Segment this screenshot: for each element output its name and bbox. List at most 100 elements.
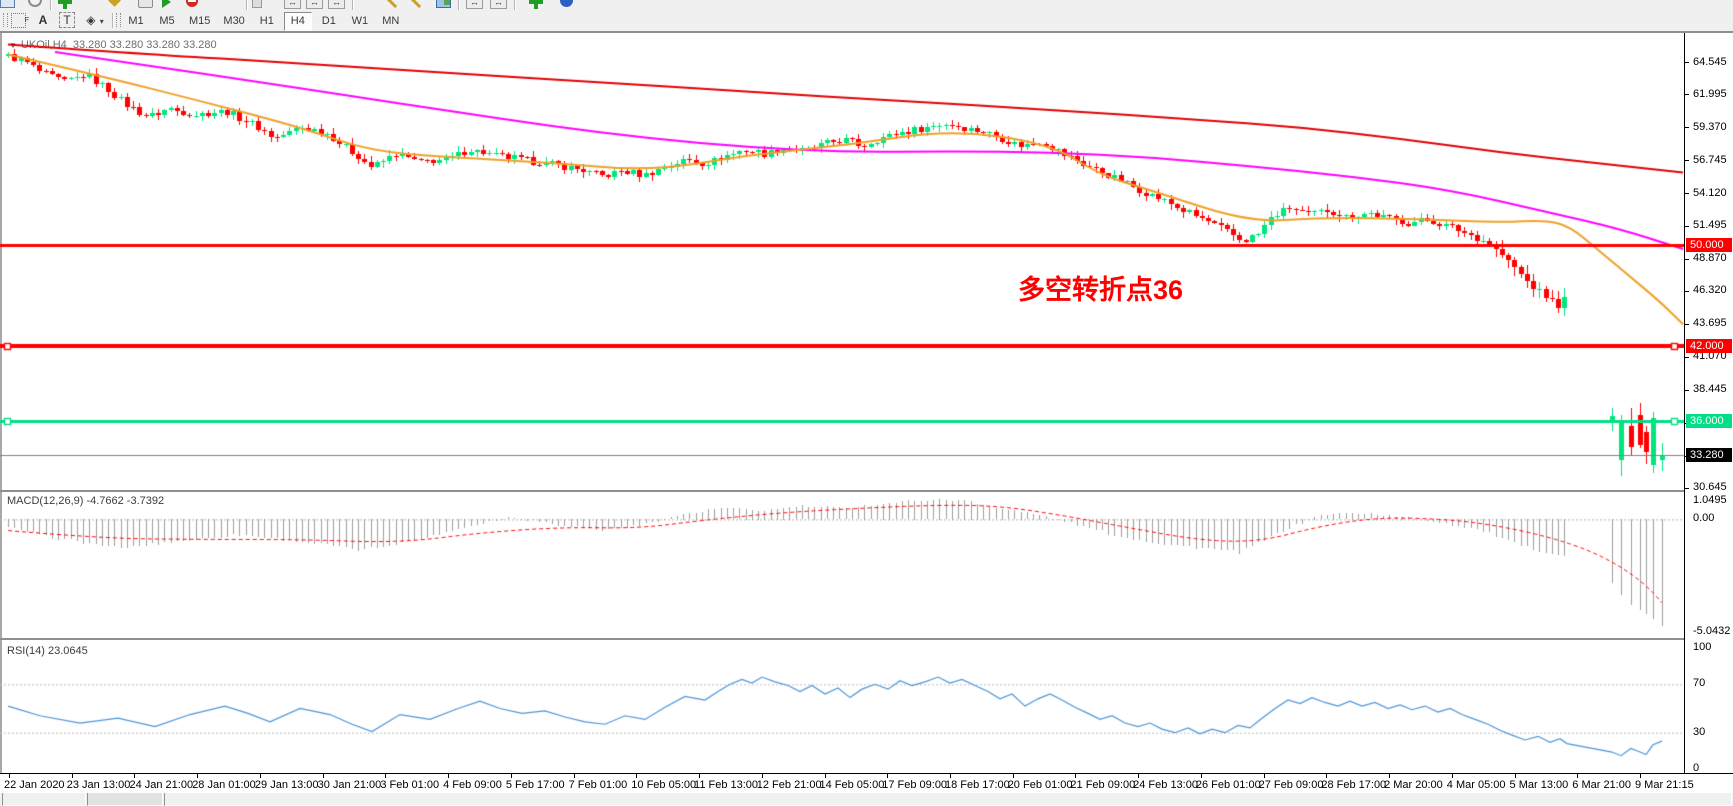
time-label: 22 Jan 2020 xyxy=(4,779,65,791)
timeframe-h1-button[interactable]: H1 xyxy=(259,15,274,27)
price-tick xyxy=(1685,127,1689,129)
time-label: 12 Feb 21:00 xyxy=(756,779,822,791)
window-icon[interactable] xyxy=(0,0,18,10)
time-axis[interactable]: 22 Jan 2020 23 Jan 13:00 24 Jan 21:00 28 Ja… xyxy=(0,773,1733,793)
grid-icon-label: F xyxy=(24,17,29,24)
price-tick-label: 46.320 xyxy=(1693,284,1727,297)
text-tool-button[interactable]: T xyxy=(58,11,76,29)
toolbar-drag-handle[interactable] xyxy=(3,13,8,27)
time-label: 6 Mar 21:00 xyxy=(1572,779,1631,791)
timeframe-d1-button[interactable]: D1 xyxy=(321,15,336,27)
price-tick-label: 48.870 xyxy=(1693,252,1727,265)
crosshair-tool-button[interactable]: ◈ ▾ xyxy=(82,11,108,29)
timeframe-m1-button[interactable]: M1 xyxy=(128,15,144,27)
time-label: 18 Feb 17:00 xyxy=(944,779,1010,791)
zoom-icon[interactable] xyxy=(28,0,46,10)
time-tick xyxy=(9,774,10,778)
price-tick xyxy=(1685,323,1689,325)
stop-icon[interactable] xyxy=(186,0,204,10)
status-cell xyxy=(164,792,1732,806)
panel-divider[interactable] xyxy=(0,638,1733,640)
hscale-icon[interactable]: ↔ xyxy=(466,0,484,10)
price-tick-label: 41.070 xyxy=(1693,350,1727,363)
hscale-icon[interactable]: ↔ xyxy=(284,0,302,10)
rsi-scale-label: 30 xyxy=(1693,725,1706,738)
rsi-scale-label: 70 xyxy=(1693,677,1706,690)
time-tick xyxy=(699,774,701,778)
time-label: 5 Feb 17:00 xyxy=(505,779,565,791)
crosshair-icon: ◈ xyxy=(86,13,96,27)
price-tick xyxy=(1685,193,1689,194)
pencil-icon[interactable] xyxy=(384,0,402,10)
time-tick xyxy=(1326,774,1328,778)
time-tick xyxy=(824,774,826,778)
time-tick xyxy=(510,774,512,778)
time-tick xyxy=(1514,774,1516,778)
hscale-icon[interactable]: ↔ xyxy=(306,0,324,10)
chart-text-annotation[interactable]: 多空转折点36 xyxy=(1018,275,1184,305)
time-label: 20 Feb 01:00 xyxy=(1007,779,1073,791)
price-tick xyxy=(1685,356,1689,358)
time-label: 14 Feb 05:00 xyxy=(819,779,885,791)
timeframe-m30-button[interactable]: M30 xyxy=(223,15,245,27)
diamond-icon[interactable] xyxy=(108,0,128,10)
price-tick xyxy=(1685,94,1689,96)
price-tick-label: 54.120 xyxy=(1693,186,1727,199)
time-label: 4 Feb 09:00 xyxy=(443,779,502,791)
separator xyxy=(352,0,354,10)
time-tick xyxy=(636,774,638,778)
list-icon[interactable] xyxy=(252,0,270,10)
price-tick xyxy=(1685,487,1689,489)
status-cell xyxy=(2,792,86,806)
time-tick xyxy=(1200,774,1202,778)
price-chart-canvas[interactable] xyxy=(0,33,1684,773)
panel-divider[interactable] xyxy=(0,490,1733,492)
price-tick-label: 59.370 xyxy=(1693,120,1727,133)
timeframes-drag-handle[interactable] xyxy=(116,13,121,27)
price-badge-50.000: 50.000 xyxy=(1686,238,1732,253)
macd-scale-label: 0.00 xyxy=(1693,512,1715,525)
chevron-down-icon[interactable]: ▾ xyxy=(99,17,104,26)
macd-scale-label: -5.0432 xyxy=(1693,624,1731,637)
pencil-icon[interactable] xyxy=(408,0,426,10)
time-label: 17 Feb 09:00 xyxy=(882,779,948,791)
time-label: 26 Feb 01:00 xyxy=(1195,779,1261,791)
timeframe-m5-button[interactable]: M5 xyxy=(159,15,175,27)
price-scale[interactable]: 64.545 61.995 59.370 56.745 54.120 51.495 48.8… xyxy=(1684,33,1733,774)
price-tick xyxy=(1685,258,1689,260)
timeframe-w1-button[interactable]: W1 xyxy=(351,15,369,27)
grid-icon xyxy=(11,13,26,28)
macd-indicator-label: MACD(12,26,9) -4.7662 -3.7392 xyxy=(7,495,165,507)
separator xyxy=(50,0,52,10)
hscale-icon[interactable]: ↔ xyxy=(490,0,508,10)
price-tick xyxy=(1685,160,1689,162)
time-label: 23 Jan 13:00 xyxy=(66,779,131,791)
time-label: 4 Mar 05:00 xyxy=(1446,779,1506,791)
timeframe-mn-button[interactable]: MN xyxy=(382,15,400,27)
time-tick xyxy=(761,774,763,778)
price-tick-label: 51.495 xyxy=(1693,219,1727,232)
time-label: 30 Jan 21:00 xyxy=(317,779,382,791)
time-tick xyxy=(949,774,951,778)
price-tick xyxy=(1685,290,1689,292)
play-icon[interactable] xyxy=(162,0,180,10)
time-tick xyxy=(1640,774,1641,778)
arrow-tool-button[interactable]: A xyxy=(38,13,48,27)
image-icon[interactable] xyxy=(436,0,454,10)
panel-icon[interactable] xyxy=(138,0,156,10)
time-label: 2 Mar 20:00 xyxy=(1384,779,1443,791)
timeframe-m15-button[interactable]: M15 xyxy=(189,15,211,27)
hscale-icon[interactable]: ↔ xyxy=(328,0,346,10)
grid-tool-button[interactable]: F xyxy=(10,11,29,29)
time-label: 9 Mar 21:15 xyxy=(1635,779,1694,791)
timeframe-h4-button[interactable]: H4 xyxy=(283,12,312,31)
globe-icon[interactable] xyxy=(560,0,578,10)
new-chart-icon[interactable] xyxy=(57,0,75,10)
time-tick xyxy=(322,774,324,778)
timeframe-toolbar: M1 M5 M15 M30 H1 H4 D1 W1 MN xyxy=(122,11,408,31)
time-label: 11 Feb 13:00 xyxy=(694,779,759,791)
time-tick xyxy=(1012,774,1014,778)
toolbar-separator xyxy=(112,13,114,28)
add-icon[interactable] xyxy=(528,0,546,10)
text-icon: T xyxy=(59,12,75,28)
